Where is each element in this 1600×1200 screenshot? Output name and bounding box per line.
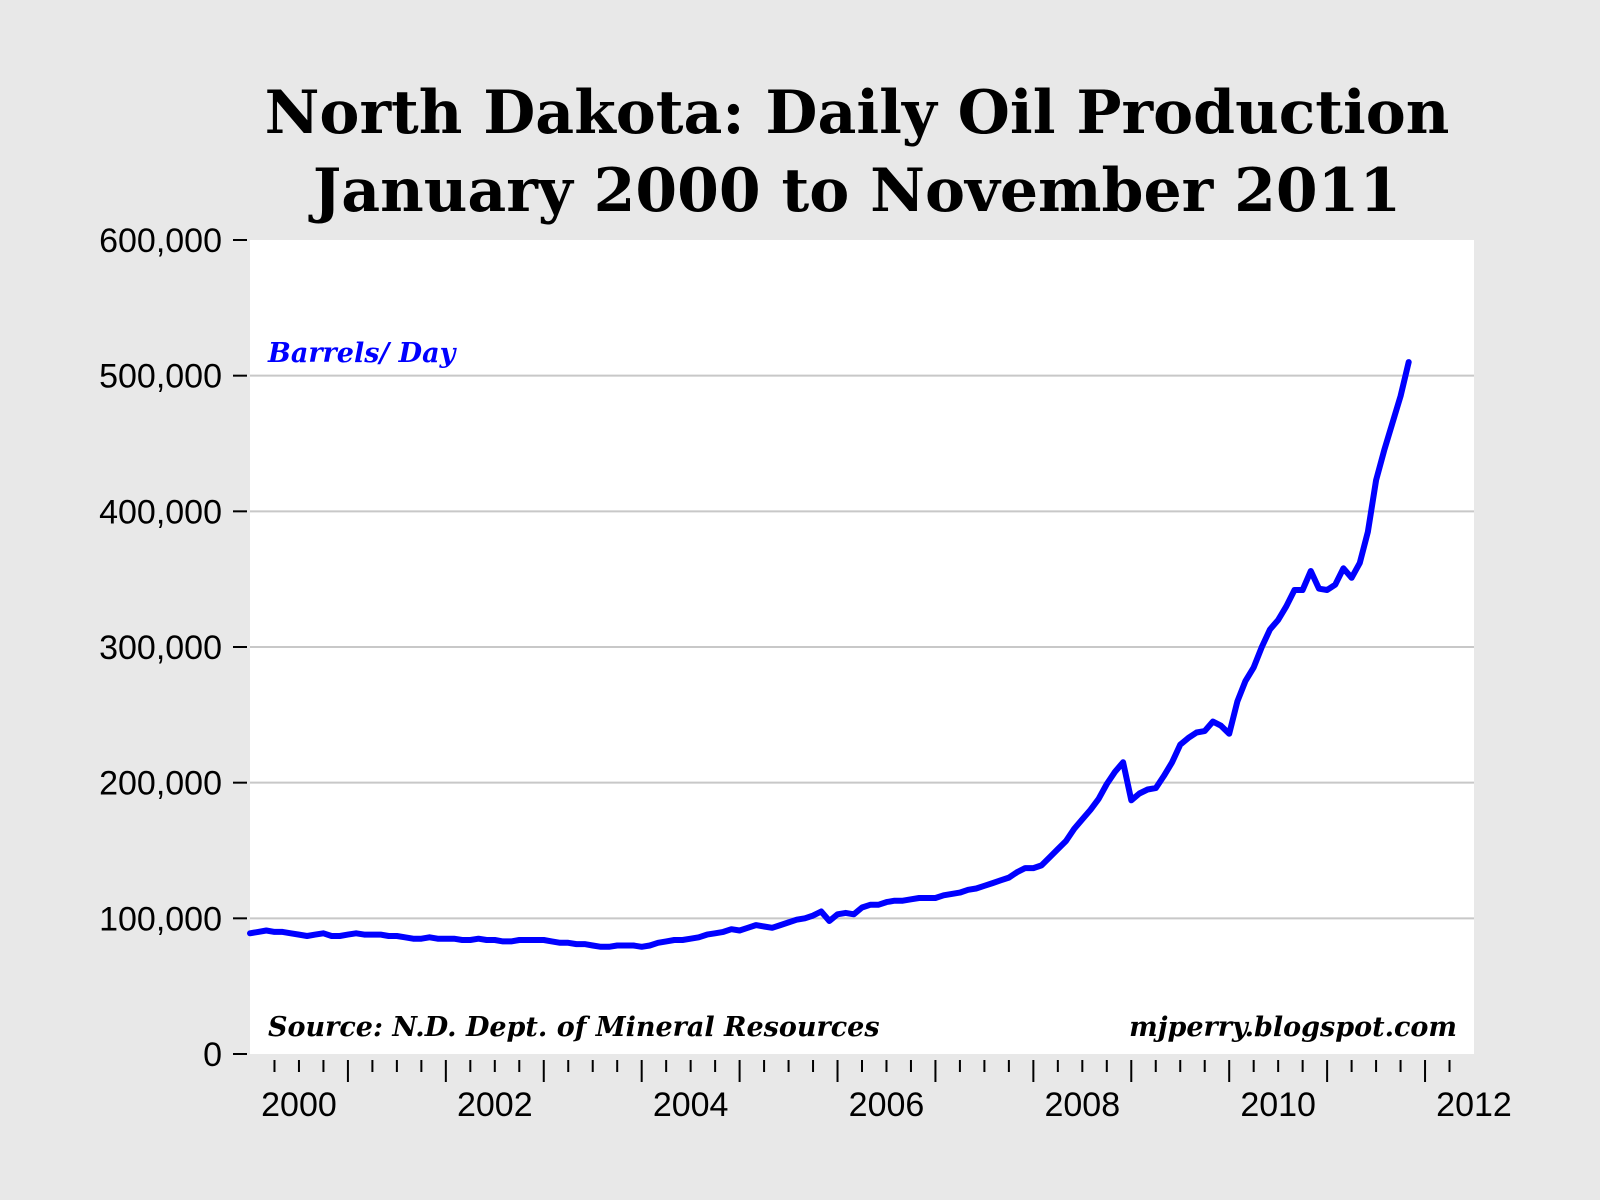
y-tick-label: 400,000 bbox=[99, 493, 222, 531]
y-tick-label: 500,000 bbox=[99, 358, 222, 396]
x-tick-label: 2012 bbox=[1436, 1086, 1512, 1124]
series-label: Barrels/ Day bbox=[267, 338, 458, 369]
y-tick-label: 0 bbox=[203, 1036, 222, 1074]
source-note: Source: N.D. Dept. of Mineral Resources bbox=[268, 1012, 880, 1043]
x-tick-label: 2008 bbox=[1044, 1086, 1120, 1124]
x-tick-label: 2000 bbox=[261, 1086, 337, 1124]
y-tick-label: 600,000 bbox=[99, 222, 222, 260]
chart-title-line-1: North Dakota: Daily Oil Production bbox=[265, 78, 1450, 148]
x-tick-label: 2010 bbox=[1240, 1086, 1316, 1124]
chart-title-line-2: January 2000 to November 2011 bbox=[308, 156, 1401, 226]
series-line-barrels-per-day bbox=[247, 359, 1412, 950]
credit-note: mjperry.blogspot.com bbox=[1129, 1012, 1457, 1043]
y-tick-label: 100,000 bbox=[99, 900, 222, 938]
x-tick-label: 2002 bbox=[457, 1086, 533, 1124]
y-tick-label: 200,000 bbox=[99, 765, 222, 803]
y-tick-label: 300,000 bbox=[99, 629, 222, 667]
x-tick-label: 2006 bbox=[849, 1086, 925, 1124]
x-tick-label: 2004 bbox=[653, 1086, 729, 1124]
